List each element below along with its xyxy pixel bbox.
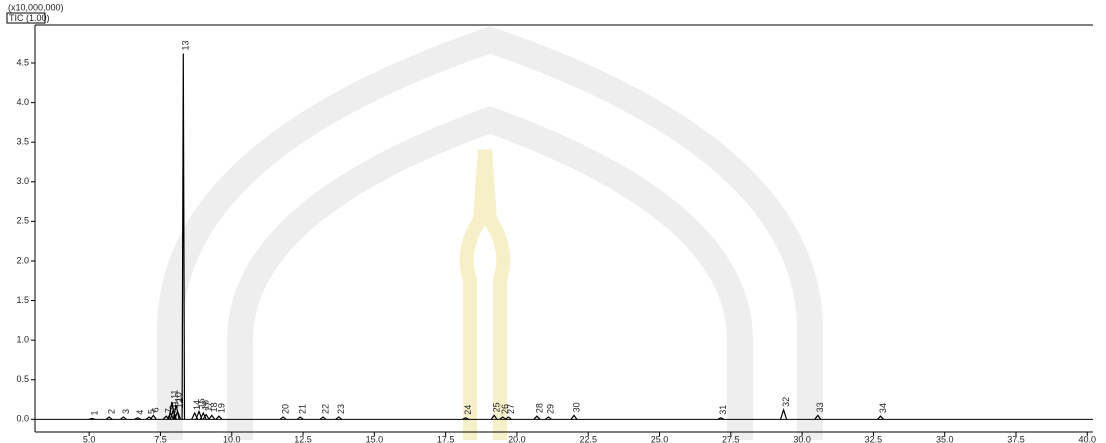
y-tick-label: 4.5 [16,57,29,67]
peak-label: 20 [280,404,290,414]
x-tick-label: 15.0 [366,434,384,443]
y-tick-label: 1.0 [16,335,29,345]
peak-label: 34 [878,403,888,413]
watermark [170,40,810,440]
x-tick-label: 22.5 [579,434,597,443]
y-tick-label: 0.0 [16,414,29,424]
peak-label: 31 [718,405,728,415]
x-tick-label: 12.5 [294,434,312,443]
peak-label: 13 [181,40,191,50]
x-tick-label: 17.5 [437,434,455,443]
x-tick-label: 27.5 [722,434,740,443]
peak-label: 32 [781,397,791,407]
x-tick-label: 10.0 [223,434,241,443]
y-tick-label: 2.5 [16,216,29,226]
y-tick-label: 4.0 [16,97,29,107]
y-tick-label: 3.5 [16,137,29,147]
x-tick-label: 20.0 [508,434,526,443]
peak-label: 33 [815,402,825,412]
peak-label: 3 [121,409,131,414]
x-tick-label: 25.0 [651,434,669,443]
peak-label: 6 [151,407,161,412]
peak-label: 30 [571,402,581,412]
y-tick-label: 3.0 [16,176,29,186]
x-tick-label: 35.0 [936,434,954,443]
peak-label: 22 [320,404,330,414]
peak-label: 11 [169,390,179,399]
peak-label: 21 [298,404,308,414]
x-tick-label: 7.5 [154,434,167,443]
x-tick-label: 37.5 [1007,434,1025,443]
peak-label: 2 [107,409,117,414]
trace-name: TIC (1.00) [9,13,50,23]
peak-label: 28 [534,403,544,413]
peak [571,415,577,419]
peak-label: 4 [135,410,145,415]
y-tick-label: 0.5 [16,374,29,384]
peak [150,415,156,419]
peak-label: 1 [89,411,99,416]
peak [209,415,215,419]
y-tick-label: 1.5 [16,295,29,305]
x-tick-label: 5.0 [83,434,96,443]
peak-label: 12 [175,398,185,408]
peak [781,410,787,420]
scale-note: (x10,000,000) [8,2,64,12]
x-tick-label: 40.0 [1079,434,1097,443]
x-tick-label: 32.5 [865,434,883,443]
peak-label: 29 [546,404,556,414]
peak-label: 27 [506,404,516,414]
peak-label: 23 [336,404,346,414]
peak-label: 24 [463,405,473,415]
x-tick-label: 30.0 [793,434,811,443]
peak-label: 19 [216,403,226,413]
y-tick-label: 2.0 [16,255,29,265]
chart: (x10,000,000) TIC (1.00) 0.0 0.5 1.0 1.5 2.0… [0,0,1106,443]
